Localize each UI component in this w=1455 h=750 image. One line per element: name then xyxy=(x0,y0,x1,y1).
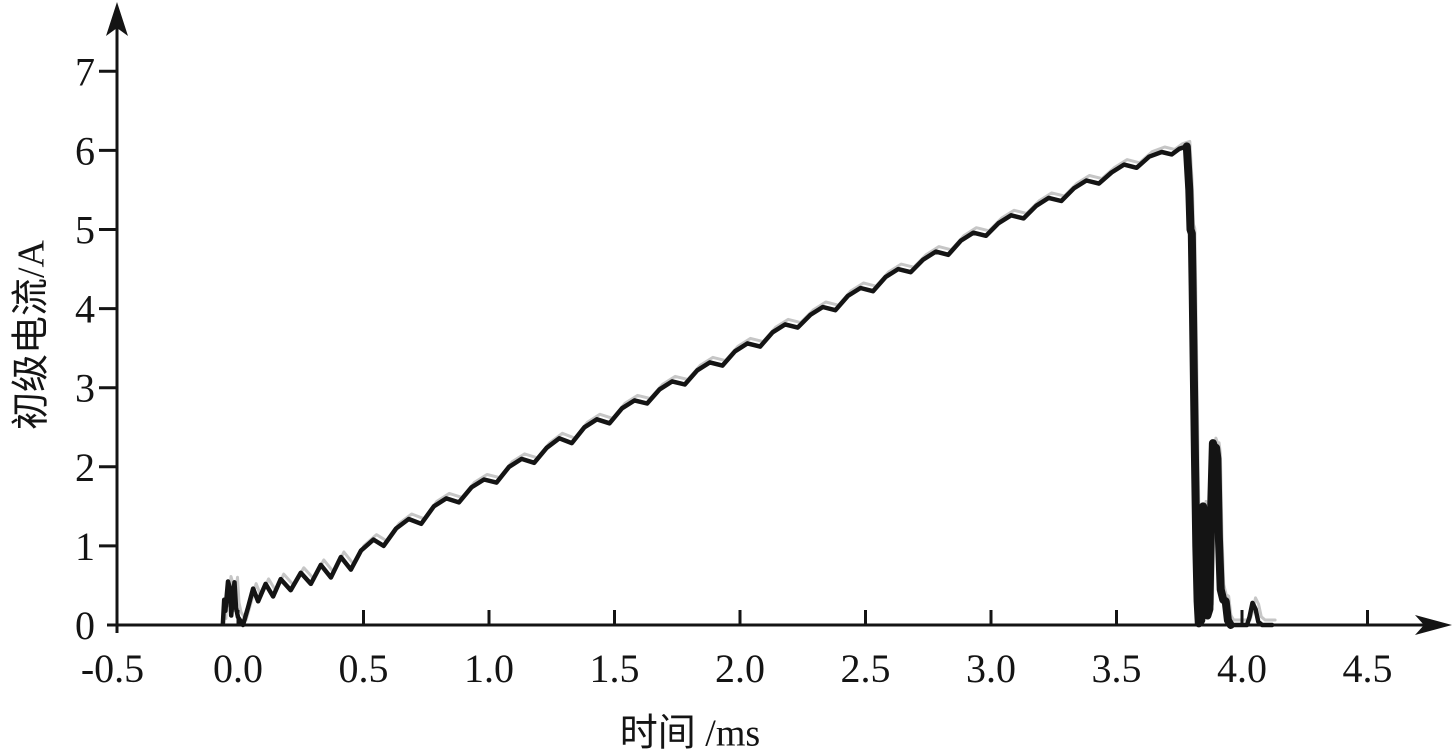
y-axis-title: 初级电流/A xyxy=(10,239,53,431)
x-tick-label: -0.5 xyxy=(81,646,144,691)
x-tick-label: 3.5 xyxy=(1092,646,1142,691)
x-tick-label: 3.0 xyxy=(966,646,1016,691)
y-tick-label: 4 xyxy=(75,287,95,332)
x-tick-label: 0.5 xyxy=(339,646,389,691)
x-tick-label: 1.0 xyxy=(464,646,514,691)
x-tick-label: 4.5 xyxy=(1343,646,1393,691)
x-tick-label: 1.5 xyxy=(590,646,640,691)
y-tick-label: 3 xyxy=(75,366,95,411)
x-tick-label: 2.0 xyxy=(715,646,765,691)
series-shadow-trace xyxy=(224,139,1277,622)
y-tick-label: 1 xyxy=(75,524,95,569)
x-tick-label: 4.0 xyxy=(1217,646,1267,691)
y-tick-label: 7 xyxy=(75,49,95,94)
series-line-collapse-bold xyxy=(1182,142,1235,629)
x-tick-label: 0.0 xyxy=(213,646,263,691)
series-line xyxy=(220,144,1275,628)
y-tick-label: 6 xyxy=(75,128,95,173)
x-tick-label: 2.5 xyxy=(841,646,891,691)
x-axis-arrow xyxy=(1415,615,1452,635)
y-tick-label: 0 xyxy=(75,603,95,648)
x-axis-title: 时间 /ms xyxy=(619,712,761,750)
y-tick-label: 2 xyxy=(75,445,95,490)
y-tick-label: 5 xyxy=(75,208,95,253)
y-axis-arrow xyxy=(106,2,128,36)
